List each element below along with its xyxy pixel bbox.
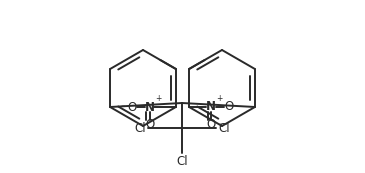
Text: +: + bbox=[216, 94, 222, 103]
Text: ⁻: ⁻ bbox=[120, 102, 125, 112]
Text: O: O bbox=[127, 101, 137, 113]
Text: Cl: Cl bbox=[176, 155, 188, 168]
Text: Cl: Cl bbox=[134, 121, 146, 134]
Text: N: N bbox=[145, 101, 155, 113]
Text: Cl: Cl bbox=[218, 121, 230, 134]
Text: O: O bbox=[145, 119, 154, 131]
Text: O: O bbox=[224, 101, 234, 113]
Text: ⁻: ⁻ bbox=[218, 121, 222, 130]
Text: O: O bbox=[207, 119, 216, 131]
Text: +: + bbox=[155, 94, 161, 103]
Text: N: N bbox=[206, 101, 216, 113]
